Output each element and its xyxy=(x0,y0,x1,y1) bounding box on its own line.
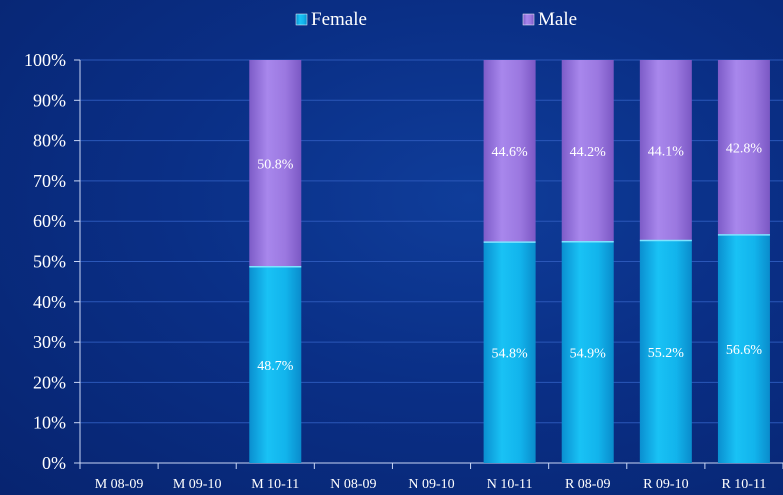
y-tick-label: 90% xyxy=(33,90,66,110)
x-tick-label: N 08-09 xyxy=(330,477,376,492)
y-tick-label: 20% xyxy=(33,372,66,392)
data-label-female: 54.9% xyxy=(570,346,607,361)
bar-female xyxy=(483,242,536,463)
data-label-male: 42.8% xyxy=(726,141,763,156)
y-tick-label: 100% xyxy=(24,50,66,70)
bar-male xyxy=(561,60,614,242)
x-tick-label: M 08-09 xyxy=(95,477,144,492)
bar-female xyxy=(249,266,302,463)
bar-female xyxy=(561,241,614,463)
y-tick-label: 0% xyxy=(42,453,66,473)
data-label-male: 44.1% xyxy=(648,144,685,159)
y-tick-label: 30% xyxy=(33,332,66,352)
x-tick-label: M 09-10 xyxy=(173,477,222,492)
data-label-female: 48.7% xyxy=(257,359,294,374)
data-label-male: 44.2% xyxy=(570,145,607,160)
data-label-female: 54.8% xyxy=(492,347,529,362)
x-tick-label: R 08-09 xyxy=(565,477,611,492)
x-tick-label: M 10-11 xyxy=(251,477,299,492)
x-tick-label: N 09-10 xyxy=(408,477,454,492)
data-label-male: 50.8% xyxy=(257,157,294,172)
y-tick-label: 80% xyxy=(33,131,66,151)
bar-male xyxy=(639,60,692,241)
data-label-female: 56.6% xyxy=(726,343,763,358)
y-tick-label: 10% xyxy=(33,413,66,433)
data-label-female: 55.2% xyxy=(648,346,685,361)
y-tick-label: 60% xyxy=(33,211,66,231)
y-tick-label: 50% xyxy=(33,252,66,272)
legend-swatch-male xyxy=(522,13,535,26)
y-tick-label: 40% xyxy=(33,292,66,312)
x-tick-label: R 10-11 xyxy=(721,477,766,492)
bar-female xyxy=(639,240,692,463)
legend-label-female: Female xyxy=(311,9,367,30)
bar-male xyxy=(717,60,770,235)
y-tick-label: 70% xyxy=(33,171,66,191)
legend-swatch-female xyxy=(295,13,308,26)
bar-male xyxy=(483,60,536,243)
legend-label-male: Male xyxy=(538,9,577,30)
x-tick-label: R 09-10 xyxy=(643,477,689,492)
axes: 0% 10% 20% 30% 40% 50% 60% 70% 80% 90% 100% M 08-09… xyxy=(24,50,783,492)
x-tick-label: N 10-11 xyxy=(487,477,533,492)
bars xyxy=(249,60,770,463)
legend: Female Male xyxy=(295,9,577,30)
bar-male xyxy=(249,60,302,267)
data-label-male: 44.6% xyxy=(492,145,529,160)
data-labels: 48.7% 50.8% 54.8% 44.6% 54.9% 44.2% 55.2% 44.1%… xyxy=(257,141,762,373)
bar-female xyxy=(717,234,770,463)
